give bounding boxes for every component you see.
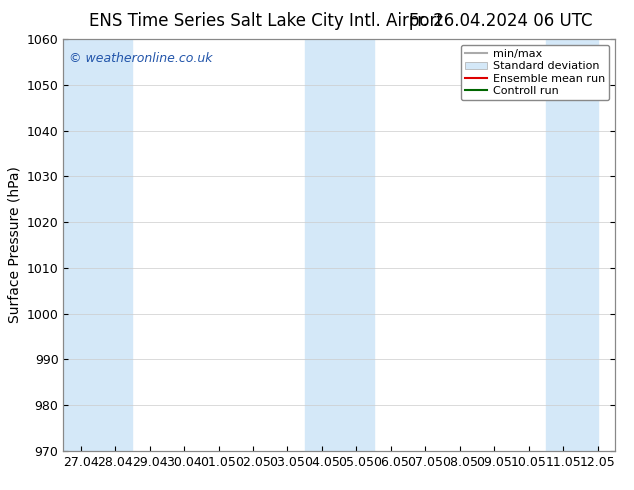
Text: Fr. 26.04.2024 06 UTC: Fr. 26.04.2024 06 UTC <box>409 12 593 30</box>
Bar <box>546 39 598 451</box>
Y-axis label: Surface Pressure (hPa): Surface Pressure (hPa) <box>7 167 21 323</box>
Bar <box>63 39 133 451</box>
Legend: min/max, Standard deviation, Ensemble mean run, Controll run: min/max, Standard deviation, Ensemble me… <box>460 45 609 100</box>
Text: © weatheronline.co.uk: © weatheronline.co.uk <box>69 51 212 65</box>
Text: ENS Time Series Salt Lake City Intl. Airport: ENS Time Series Salt Lake City Intl. Air… <box>89 12 443 30</box>
Bar <box>305 39 373 451</box>
